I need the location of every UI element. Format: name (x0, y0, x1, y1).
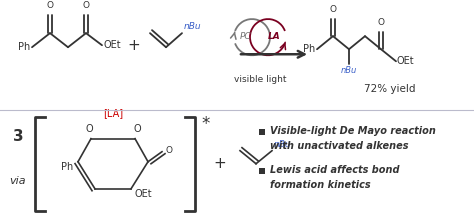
Text: OEt: OEt (397, 56, 415, 66)
Text: O: O (85, 124, 93, 134)
Text: O: O (377, 18, 384, 27)
Text: Lewis acid affects bond: Lewis acid affects bond (270, 165, 400, 175)
Text: O: O (82, 1, 90, 10)
Text: O: O (166, 146, 173, 155)
Text: nBu: nBu (274, 140, 292, 149)
Text: Ph: Ph (61, 162, 73, 172)
Text: O: O (46, 1, 54, 10)
Text: formation kinetics: formation kinetics (270, 180, 371, 190)
Text: LA: LA (268, 32, 281, 41)
Text: [LA]: [LA] (103, 109, 123, 118)
Text: nBu: nBu (341, 66, 357, 75)
Text: Ph: Ph (18, 42, 30, 52)
Text: PC: PC (240, 32, 252, 41)
Text: nBu: nBu (184, 22, 201, 31)
Text: *: * (201, 115, 210, 132)
Text: 3: 3 (13, 129, 23, 144)
Text: visible light: visible light (234, 75, 286, 84)
Text: via: via (9, 176, 27, 186)
Text: +: + (128, 38, 140, 53)
Text: Visible-light De Mayo reaction: Visible-light De Mayo reaction (270, 125, 436, 136)
Text: O: O (329, 5, 337, 14)
Text: OEt: OEt (104, 40, 122, 50)
Text: OEt: OEt (135, 189, 153, 199)
Text: Ph: Ph (303, 44, 315, 54)
Text: 72% yield: 72% yield (364, 84, 416, 94)
Text: with unactivated alkenes: with unactivated alkenes (270, 141, 409, 151)
Text: +: + (214, 156, 227, 171)
Text: O: O (133, 124, 141, 134)
